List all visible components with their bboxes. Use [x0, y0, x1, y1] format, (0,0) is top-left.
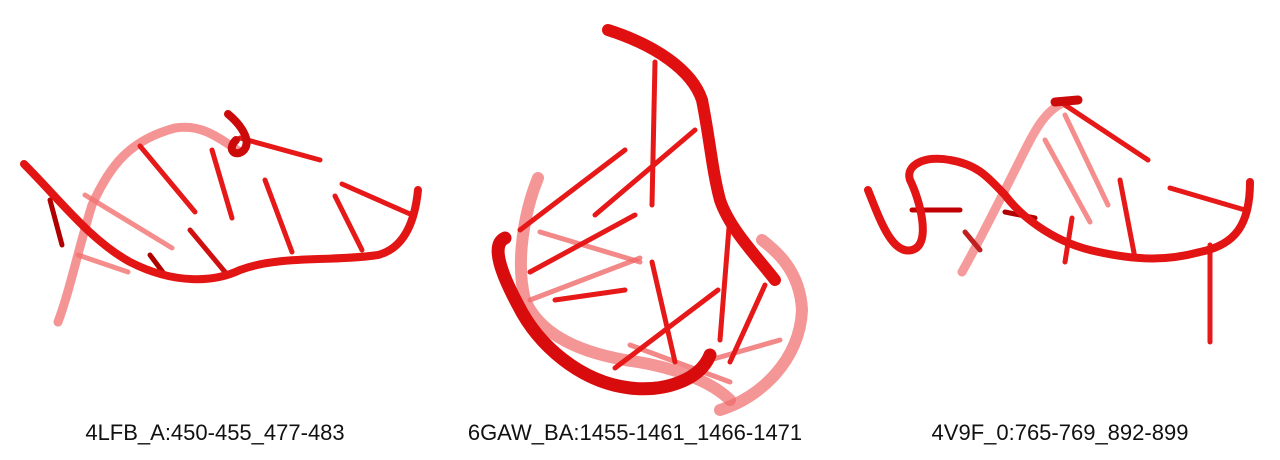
base-rung-1g	[187, 227, 228, 275]
base-rung-1c	[262, 177, 295, 255]
base-rung-2f	[649, 259, 678, 365]
base-rung-faded-2c	[627, 342, 733, 385]
base-rung-1a	[137, 143, 198, 215]
structure-panel-1: 4LFB_A:450-455_477-483	[0, 0, 430, 460]
base-rung-3a	[1062, 102, 1151, 163]
structure-label-2: 6GAW_BA:1455-1461_1466-1471	[467, 420, 803, 445]
backbone-hook-1	[224, 110, 251, 158]
base-rung-1b	[209, 147, 235, 221]
base-rung-2d	[527, 212, 638, 275]
base-rung-1h	[47, 197, 65, 248]
base-rung-faded-1b	[75, 252, 131, 275]
backbone-back-2b	[714, 234, 809, 416]
rna-backbone-render-1	[20, 110, 422, 327]
base-rung-1f	[237, 135, 323, 163]
structure-panel-2: 6GAW_BA:1455-1461_1466-1471	[430, 0, 840, 460]
base-rung-2b	[592, 127, 698, 218]
base-rung-2a	[517, 147, 628, 233]
base-rung-2c	[649, 59, 658, 208]
base-rung-2i	[727, 282, 768, 365]
base-rung-2e	[552, 287, 628, 303]
structure-label-1: 4LFB_A:450-455_477-483	[85, 420, 345, 445]
backbone-nub-3	[1050, 95, 1083, 107]
base-rung-faded-3b	[1062, 112, 1111, 208]
backbone-front-1	[20, 160, 422, 284]
base-rung-faded-3a	[1042, 137, 1093, 225]
base-rung-2h	[717, 212, 733, 343]
backbone-front-2b	[491, 231, 717, 396]
base-rung-faded-1a	[82, 192, 175, 251]
base-rung-3h	[962, 229, 983, 253]
base-rung-3c	[1167, 185, 1248, 213]
backbone-front-3	[864, 154, 1254, 263]
rna-backbone-render-3	[864, 95, 1254, 345]
base-rung-1d	[332, 193, 365, 253]
rna-backbone-render-2	[491, 24, 809, 416]
base-rung-3b	[1117, 177, 1138, 261]
base-rung-faded-2b	[527, 255, 643, 303]
structure-panel-3: 4V9F_0:765-769_892-899	[840, 0, 1280, 460]
base-rung-faded-2a	[537, 229, 643, 265]
base-rung-1e	[339, 181, 413, 217]
backbone-front-2	[602, 24, 781, 286]
base-rung-faded-2d	[707, 337, 783, 363]
structure-label-3: 4V9F_0:765-769_892-899	[931, 420, 1189, 445]
backbone-back-1	[53, 122, 245, 327]
base-rung-2g	[612, 287, 721, 371]
